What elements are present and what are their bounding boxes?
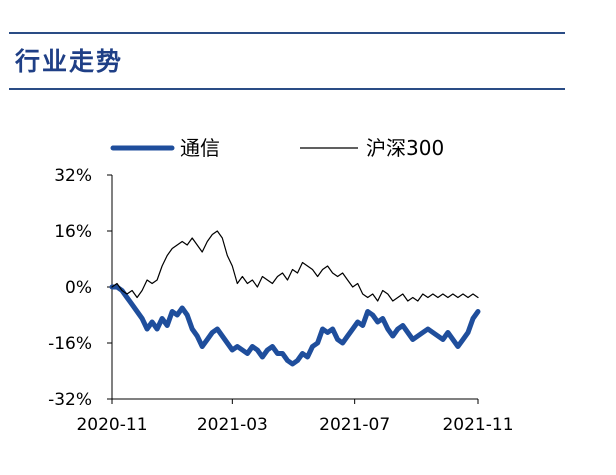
legend-label-0: 通信 [180,136,220,160]
y-tick-label: -32% [48,390,92,410]
series-line-0 [109,284,481,367]
x-tick-label: 2021-03 [197,415,268,435]
x-tick-label: 2021-07 [319,415,390,435]
series-line-1 [111,230,479,302]
chart-legend: 通信 沪深300 [110,136,444,160]
header-top-rule [9,32,565,34]
y-tick-label: -16% [48,334,92,354]
x-axis: 2020-11 2021-03 2021-07 2021-11 [76,398,514,435]
header-bottom-rule [9,88,565,90]
y-tick-label: 0% [65,278,92,298]
y-tick-label: 16% [54,222,92,242]
legend-label-1: 沪深300 [366,136,444,160]
y-tick-label: 32% [54,166,92,186]
x-tick-label: 2020-11 [76,415,147,435]
section-title: 行业走势 [15,47,124,76]
x-tick-label: 2021-11 [442,415,513,435]
y-axis: 32% 16% 0% -16% -32% [48,166,113,410]
chart-series [109,230,481,367]
